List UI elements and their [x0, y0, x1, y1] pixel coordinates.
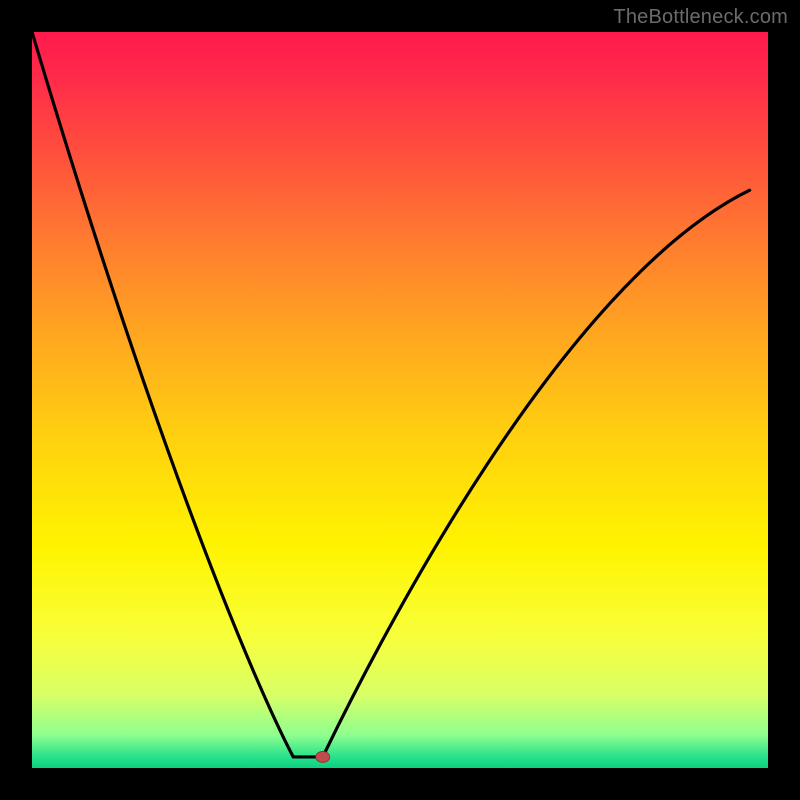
bottleneck-chart: TheBottleneck.com: [0, 0, 800, 800]
gradient-background: [32, 32, 768, 768]
watermark-text: TheBottleneck.com: [613, 6, 788, 29]
optimal-point-marker: [316, 751, 330, 762]
chart-canvas: [0, 0, 800, 800]
